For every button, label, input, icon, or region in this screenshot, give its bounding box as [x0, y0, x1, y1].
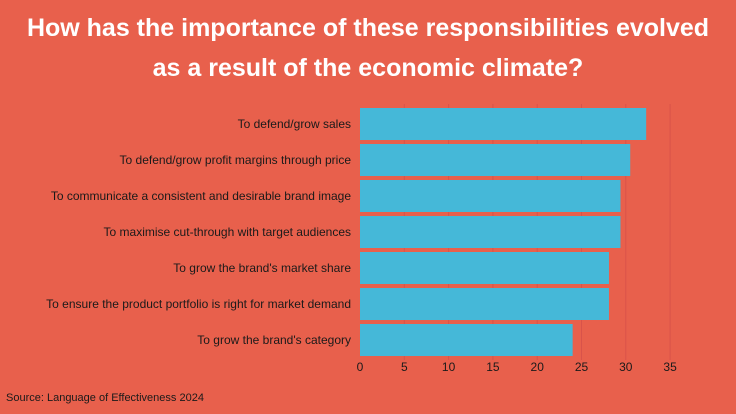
- x-tick-label-25: 25: [575, 360, 589, 374]
- category-label-3: To maximise cut-through with target audi…: [104, 225, 351, 239]
- bar-2: [360, 180, 621, 212]
- x-tick-label-15: 15: [486, 360, 500, 374]
- category-label-6: To grow the brand's category: [197, 333, 351, 347]
- x-tick-label-5: 5: [401, 360, 408, 374]
- chart-title-line-2: as a result of the economic climate?: [152, 54, 584, 82]
- chart-title-line-1: How has the importance of these responsi…: [26, 14, 710, 42]
- bar-4: [360, 252, 609, 284]
- x-tick-label-10: 10: [442, 360, 456, 374]
- category-label-4: To grow the brand's market share: [173, 261, 351, 275]
- bar-0: [360, 108, 647, 140]
- bar-1: [360, 144, 631, 176]
- x-tick-label-30: 30: [619, 360, 633, 374]
- category-label-2: To communicate a consistent and desirabl…: [51, 189, 351, 203]
- bar-5: [360, 288, 609, 320]
- bar-3: [360, 216, 621, 248]
- source-note: Source: Language of Effectiveness 2024: [6, 392, 204, 404]
- x-tick-label-20: 20: [531, 360, 545, 374]
- category-label-5: To ensure the product portfolio is right…: [46, 297, 351, 311]
- category-label-1: To defend/grow profit margins through pr…: [120, 153, 352, 167]
- bar-6: [360, 324, 573, 356]
- x-tick-label-0: 0: [357, 360, 364, 374]
- x-tick-label-35: 35: [663, 360, 677, 374]
- category-label-0: To defend/grow sales: [238, 117, 351, 131]
- chart-title: How has the importance of these responsi…: [0, 8, 736, 88]
